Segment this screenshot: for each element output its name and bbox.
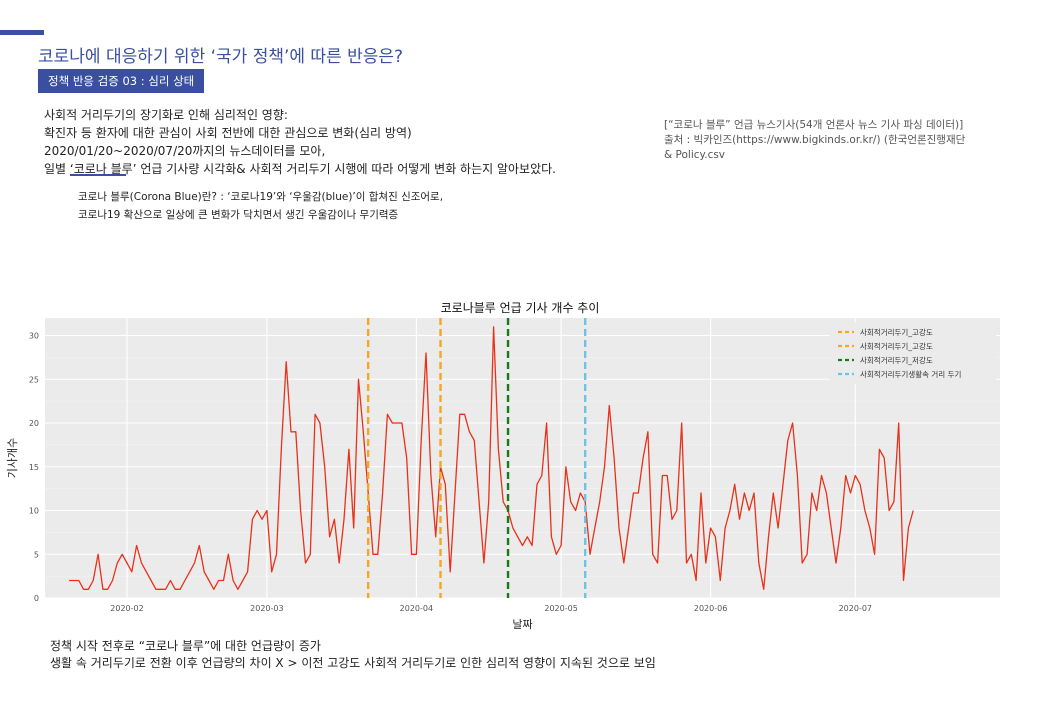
x-tick-label: 2020-03 [250,604,283,613]
chart-title: 코로나블루 언급 기사 개수 추이 [441,301,600,315]
line-chart: 코로나블루 언급 기사 개수 추이 기사개수 날짜 0 5 10 15 20 25 30 20… [6,301,1000,631]
legend-box [830,322,996,384]
y-tick-label: 15 [29,463,39,472]
definition-line: 코로나 블루(Corona Blue)란? : ‘코로나19’와 ‘우울감(bl… [78,191,444,203]
highlight-underline [70,174,126,176]
legend-label: 사회적거리두기_고강도 [860,341,933,351]
definition-line: 코로나19 확산으로 일상에 큰 변화가 닥치면서 생긴 우울감이나 무기력증 [78,209,399,221]
page-title: 코로나에 대응하기 위한 ‘국가 정책’에 따른 반응은? [38,47,404,67]
y-tick-label: 10 [29,507,39,516]
x-tick-label: 2020-05 [544,604,577,613]
accent-bar [0,30,44,35]
note-line: 정책 시작 전후로 “코로나 블루”에 대한 언급량이 증가 [50,639,321,653]
source-line: 출처 : 빅카인즈(https://www.bigkinds.or.kr/) (… [664,134,966,146]
description-line: 일별 ‘코로나 블루’ 언급 기사량 시각화& 사회적 거리두기 시행에 따라 … [44,162,556,176]
definition-block: 코로나 블루(Corona Blue)란? : ‘코로나19’와 ‘우울감(bl… [78,188,443,224]
description-line: 사회적 거리두기의 장기화로 인해 심리적인 영향: [44,108,288,122]
note-line: 생활 속 거리두기로 전환 이후 언급량의 차이 X > 이전 고강도 사회적 … [50,656,656,670]
source-line: & Policy.csv [664,149,726,161]
x-tick-label: 2020-04 [400,604,433,613]
y-axis-label: 기사개수 [6,438,19,478]
description-line: 2020/01/20~2020/07/20까지의 뉴스데이터를 모아, [44,144,326,158]
y-tick-label: 30 [29,332,39,341]
y-tick-label: 20 [29,419,39,428]
x-tick-label: 2020-02 [110,604,143,613]
legend-label: 사회적거리두기_고강도 [860,327,933,337]
y-tick-label: 25 [29,375,39,384]
legend-label: 사회적거리두기생활속 거리 두기 [860,369,961,379]
series-line [69,326,914,590]
y-tick-label: 0 [34,594,39,603]
legend-label: 사회적거리두기_저강도 [860,355,933,365]
x-axis-label: 날짜 [512,618,532,631]
source-block: [“코로나 블루” 언급 뉴스기사(54개 언론사 뉴스 기사 파싱 데이터)]… [664,118,965,163]
description-block: 사회적 거리두기의 장기화로 인해 심리적인 영향: 확진자 등 환자에 대한 … [44,106,556,178]
description-line: 확진자 등 환자에 대한 관심이 사회 전반에 대한 관심으로 변화(심리 방역… [44,126,412,140]
notes-block: 정책 시작 전후로 “코로나 블루”에 대한 언급량이 증가 생활 속 거리두기… [50,638,656,672]
y-tick-label: 5 [34,550,39,559]
x-tick-label: 2020-06 [694,604,727,613]
source-line: [“코로나 블루” 언급 뉴스기사(54개 언론사 뉴스 기사 파싱 데이터)] [664,119,964,131]
x-tick-label: 2020-07 [839,604,872,613]
section-badge: 정책 반응 검증 03 : 심리 상태 [38,69,205,93]
